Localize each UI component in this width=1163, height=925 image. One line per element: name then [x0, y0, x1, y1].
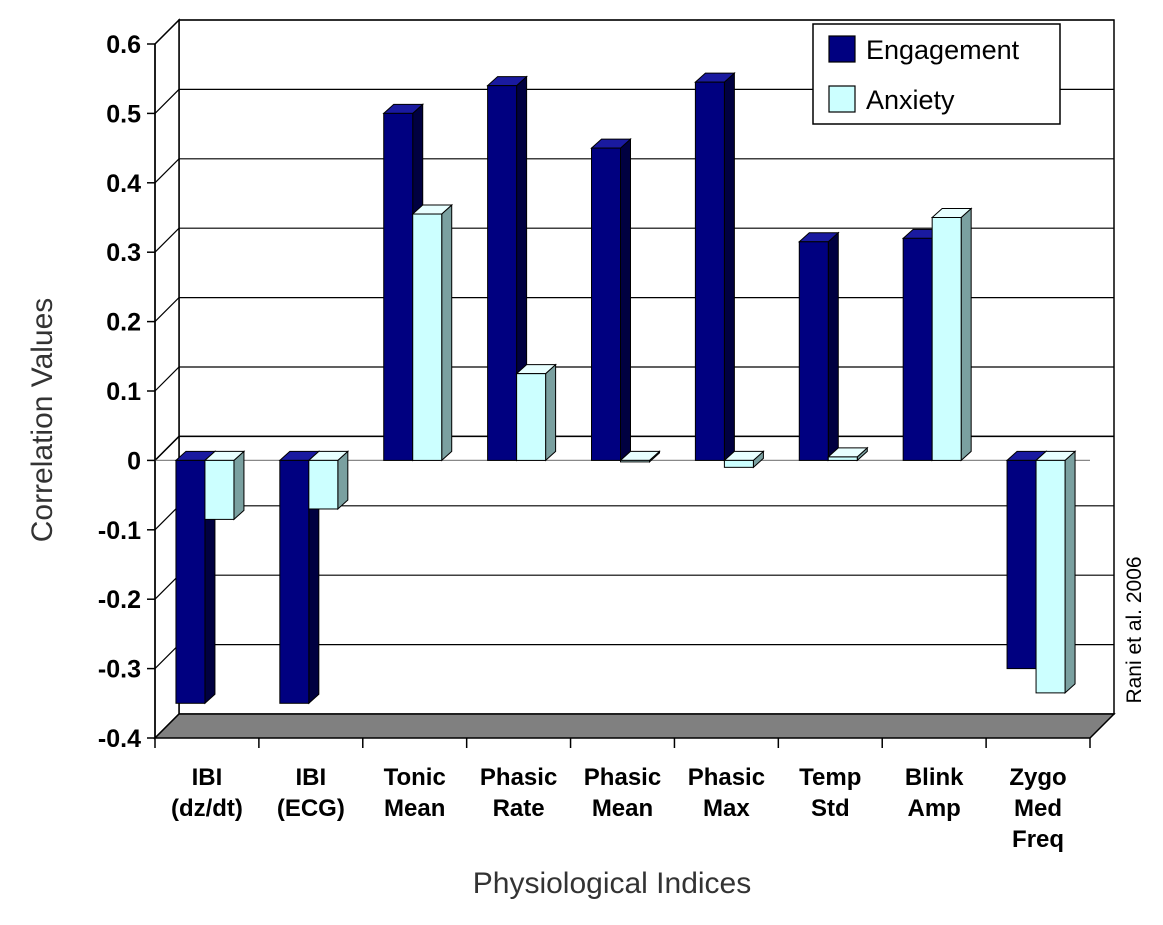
gridline	[154, 158, 1114, 184]
bar-anxiety-4	[619, 450, 661, 464]
y-tick-label: 0	[127, 447, 141, 475]
bar-anxiety-0	[203, 450, 246, 521]
y-axis: 0.6 0.5 0.4 0.3 0.2 0.1 0 -0.1 -0.2 -0.3 -0.4	[98, 31, 156, 753]
x-tick-label: IBI (ECG)	[277, 764, 345, 822]
gridline	[154, 19, 1114, 45]
y-tick-label: 0.1	[106, 378, 141, 406]
x-tick-label: IBI (dz/dt)	[171, 764, 243, 822]
y-tick-label: 0.5	[106, 100, 141, 128]
bar-anxiety-6	[826, 446, 869, 462]
bar-engagement-4	[590, 137, 632, 462]
x-tick-label: Phasic Max	[688, 764, 765, 822]
bar-anxiety-3	[515, 363, 557, 462]
legend: Engagement Anxiety	[812, 23, 1061, 125]
bar-anxiety-2	[411, 203, 454, 462]
legend-label-engagement: Engagement	[866, 35, 1020, 65]
bar-anxiety-5	[723, 450, 765, 469]
legend-swatch-anxiety	[828, 85, 856, 113]
x-axis-title: Physiological Indices	[473, 867, 751, 900]
bar-engagement-3	[486, 75, 528, 462]
legend-label-anxiety: Anxiety	[866, 85, 955, 115]
x-tick-label: Phasic Mean	[584, 764, 661, 822]
y-tick-label: -0.4	[98, 725, 141, 753]
bars	[174, 72, 1077, 705]
x-axis: IBI (dz/dt) IBI (ECG) Tonic Mean Phasic Rate Pha…	[154, 738, 1091, 853]
y-tick-label: -0.3	[98, 656, 141, 684]
y-tick-label: 0.6	[106, 31, 141, 59]
y-tick-label: 0.3	[106, 239, 141, 267]
legend-swatch-engagement	[828, 35, 856, 63]
bar-engagement-1	[278, 450, 321, 705]
x-tick-label: Temp Std	[799, 764, 861, 822]
bar-engagement-5	[694, 72, 736, 462]
y-tick-label: 0.4	[106, 170, 141, 198]
floor	[153, 713, 1116, 739]
bar-engagement-6	[797, 231, 840, 462]
gridline	[154, 88, 1114, 114]
bar-anxiety-8	[1034, 450, 1077, 695]
y-tick-label: 0.2	[106, 309, 141, 337]
credit-text: Rani et al. 2006	[1123, 556, 1146, 703]
y-axis-title: Correlation Values	[26, 298, 59, 543]
bar-anxiety-7	[930, 207, 973, 462]
y-tick-label: -0.2	[98, 586, 141, 614]
x-tick-label: Blink Amp	[905, 764, 964, 822]
bar-anxiety-1	[307, 450, 350, 511]
x-tick-label: Tonic Mean	[384, 764, 446, 822]
gridline	[154, 227, 1114, 253]
x-tick-label: Phasic Rate	[480, 764, 557, 822]
x-tick-label: Zygo Med Freq	[1009, 764, 1066, 853]
y-tick-label: -0.1	[98, 517, 141, 545]
